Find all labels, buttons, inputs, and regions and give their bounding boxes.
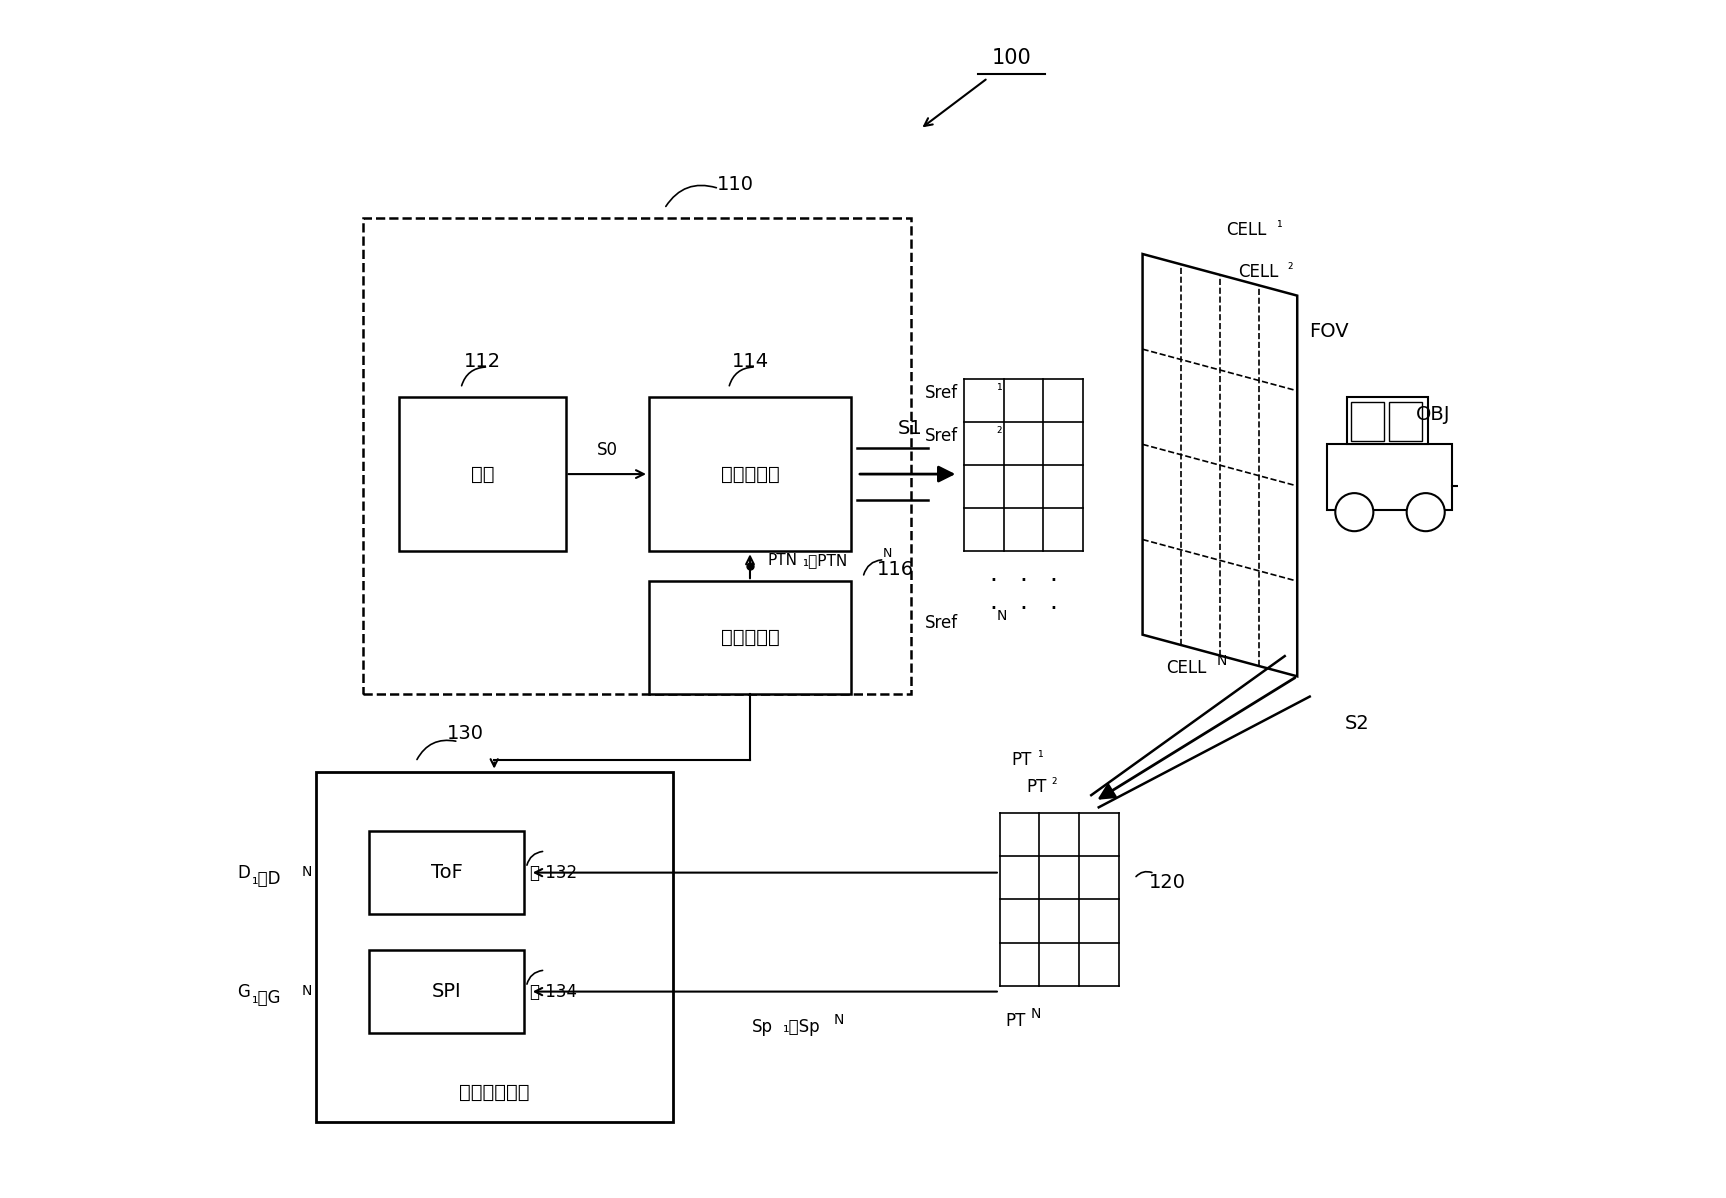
Bar xyxy=(1389,401,1422,441)
Text: ₁: ₁ xyxy=(1037,745,1043,760)
Text: 130: 130 xyxy=(447,724,485,743)
Text: ₁: ₁ xyxy=(1276,216,1281,230)
Text: ₁～Sp: ₁～Sp xyxy=(784,1018,822,1036)
Text: N: N xyxy=(884,547,892,561)
Text: Sp: Sp xyxy=(751,1018,772,1036)
Text: CELL: CELL xyxy=(1167,659,1206,677)
Text: N: N xyxy=(1217,654,1227,668)
Text: N: N xyxy=(996,609,1006,623)
Text: 116: 116 xyxy=(877,559,915,579)
Text: ₂: ₂ xyxy=(1288,258,1293,272)
Text: FOV: FOV xyxy=(1308,322,1348,340)
Bar xyxy=(369,950,525,1033)
Text: ₁～G: ₁～G xyxy=(252,988,281,1006)
Text: ₂: ₂ xyxy=(1051,773,1056,787)
Text: 114: 114 xyxy=(732,351,768,370)
Text: PT: PT xyxy=(1006,1012,1027,1030)
Bar xyxy=(369,831,525,914)
Bar xyxy=(649,397,851,551)
Text: ·: · xyxy=(991,597,998,621)
Bar xyxy=(1327,444,1452,510)
Bar xyxy=(399,397,566,551)
Text: 运算处理装置: 运算处理装置 xyxy=(459,1083,530,1102)
Circle shape xyxy=(1407,494,1445,531)
Text: 112: 112 xyxy=(464,351,501,370)
Text: PT: PT xyxy=(1011,751,1032,769)
Text: G: G xyxy=(238,982,250,1000)
Text: D: D xyxy=(238,864,250,882)
Text: CELL: CELL xyxy=(1238,262,1279,280)
Text: N: N xyxy=(302,984,312,998)
Text: ·: · xyxy=(1020,569,1027,593)
Text: ₁～D: ₁～D xyxy=(252,870,281,888)
Text: OBJ: OBJ xyxy=(1417,405,1450,424)
Circle shape xyxy=(1336,494,1374,531)
Text: N: N xyxy=(1030,1008,1041,1022)
Text: 图案产生器: 图案产生器 xyxy=(721,628,780,647)
Text: PTN: PTN xyxy=(768,552,797,568)
Text: Sref: Sref xyxy=(925,613,958,631)
Text: 110: 110 xyxy=(716,175,754,194)
Bar xyxy=(1348,397,1427,444)
Text: SPI: SPI xyxy=(432,982,461,1002)
Text: CELL: CELL xyxy=(1225,222,1267,240)
Bar xyxy=(649,581,851,694)
Text: 120: 120 xyxy=(1148,872,1186,891)
Text: 图案化器件: 图案化器件 xyxy=(721,465,780,484)
Bar xyxy=(316,772,673,1123)
Text: ·: · xyxy=(991,569,998,593)
Text: ₂: ₂ xyxy=(996,422,1001,436)
Text: ～ 132: ～ 132 xyxy=(530,864,576,882)
Text: ～ 134: ～ 134 xyxy=(530,982,576,1000)
Text: ₁～PTN: ₁～PTN xyxy=(803,552,847,568)
Text: S1: S1 xyxy=(898,419,923,438)
Text: PT: PT xyxy=(1025,778,1046,795)
Text: ToF: ToF xyxy=(432,863,463,882)
Bar xyxy=(1351,401,1384,441)
Bar xyxy=(364,218,911,694)
Text: N: N xyxy=(302,865,312,878)
Text: S2: S2 xyxy=(1345,714,1369,733)
Text: N: N xyxy=(834,1014,844,1027)
Text: Sref: Sref xyxy=(925,385,958,403)
Text: ·: · xyxy=(1049,569,1058,593)
Text: S0: S0 xyxy=(597,441,618,459)
Text: 光源: 光源 xyxy=(471,465,494,484)
Text: ₁: ₁ xyxy=(996,380,1001,393)
Text: Sref: Sref xyxy=(925,426,958,444)
Text: 100: 100 xyxy=(992,48,1032,68)
Text: ·: · xyxy=(1049,597,1058,621)
Text: ·: · xyxy=(1020,597,1027,621)
